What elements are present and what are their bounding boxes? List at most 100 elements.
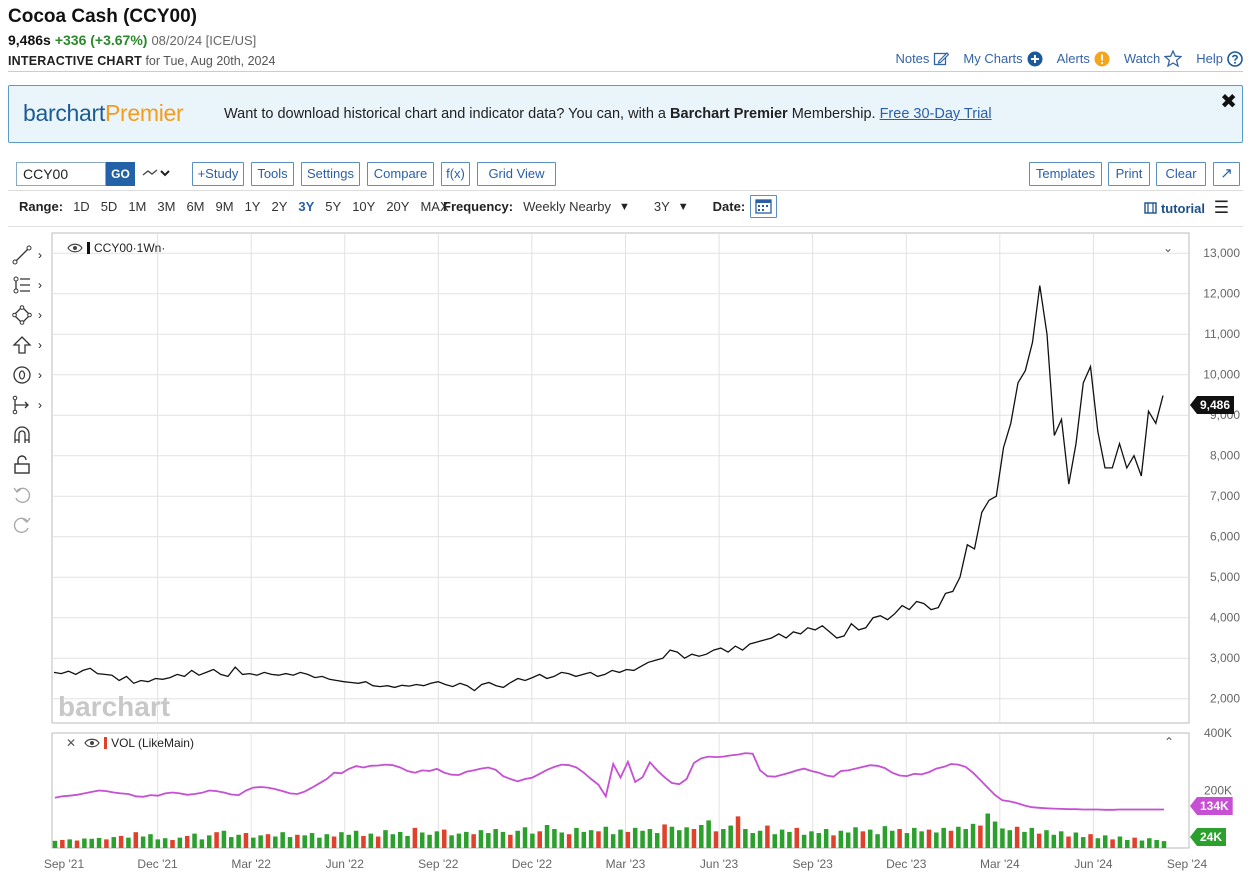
symbol-input[interactable]: CCY00 [16,162,106,186]
annotation-tool[interactable]: › [12,363,50,387]
frequency-value[interactable]: Weekly Nearby [523,199,611,214]
range-button[interactable]: 6M [186,199,205,214]
volume-bar [603,826,609,848]
range-button[interactable]: 3Y [298,199,315,214]
collapse-volume-icon[interactable]: ⌃ [1164,735,1175,749]
eye-icon[interactable] [67,243,83,253]
volume-bar [889,830,895,848]
volume-bar [60,839,65,848]
period-value[interactable]: 3Y [653,199,670,214]
chart-type-dropdown[interactable] [142,166,172,183]
chevron-right-icon[interactable]: › [38,248,42,262]
range-button[interactable]: 2Y [271,199,288,214]
volume-bar [295,834,300,848]
volume-bar [948,830,954,848]
settings-button[interactable]: Settings [301,162,360,186]
watch-link[interactable]: Watch [1124,50,1183,67]
clear-button[interactable]: Clear [1156,162,1206,186]
undo-tool[interactable] [12,483,50,507]
trendline-tool[interactable]: › [12,243,50,267]
last-price: 9,486s [8,32,51,48]
expand-icon[interactable]: ↗ [1213,162,1240,186]
volume-bar [441,829,447,848]
volume-bar [574,827,579,848]
range-button[interactable]: 9M [215,199,234,214]
series-color-swatch [87,242,90,254]
volume-bar [1080,837,1086,848]
chevron-down-icon[interactable]: ▼ [618,200,630,213]
x-tick-label: Sep '21 [44,857,85,871]
alerts-link[interactable]: Alerts [1057,50,1110,67]
volume-bar [632,827,638,848]
date-picker-button[interactable] [750,195,777,218]
lock-tool[interactable] [12,453,50,477]
close-icon[interactable]: ✖ [1220,91,1237,113]
volume-bar [713,831,719,848]
volume-bar [427,834,432,848]
arrow-tool[interactable]: › [12,333,50,357]
redo-tool[interactable] [12,513,50,537]
chevron-right-icon[interactable]: › [38,308,42,322]
chevron-right-icon[interactable]: › [38,278,42,292]
tutorial-link[interactable]: tutorial [1144,201,1205,216]
toolbar-divider [8,190,1243,191]
volume-bar [640,830,645,848]
volume-bar [1066,836,1071,848]
study-button[interactable]: +Study [192,162,244,186]
close-icon[interactable]: ✕ [66,736,77,750]
templates-button[interactable]: Templates [1029,162,1102,186]
volume-bar [596,831,601,848]
hamburger-icon[interactable]: ☰ [1213,198,1229,217]
notes-link[interactable]: Notes [895,50,950,67]
grid-view-button[interactable]: Grid View [477,162,556,186]
collapse-price-icon[interactable]: ⌄ [1163,241,1174,255]
volume-bar [229,837,234,848]
range-button[interactable]: 1D [73,199,90,214]
range-button[interactable]: 20Y [386,199,410,214]
free-trial-link[interactable]: Free 30-Day Trial [879,106,992,122]
shapes-tool[interactable]: › [12,303,50,327]
chevron-right-icon[interactable]: › [38,368,42,382]
trendline-icon [12,245,32,265]
range-button[interactable]: 3M [157,199,176,214]
volume-bar [1139,840,1145,848]
go-button[interactable]: GO [106,162,135,186]
range-button[interactable]: 5D [100,199,118,214]
range-button[interactable]: 10Y [352,199,376,214]
range-button[interactable]: 1M [128,199,147,214]
volume-bar [559,832,565,848]
volume-bar [926,829,932,848]
print-button[interactable]: Print [1108,162,1150,186]
volume-bar [368,833,374,848]
volume-bar [956,826,961,848]
fibonacci-tool[interactable]: › [12,273,50,297]
chevron-right-icon[interactable]: › [38,398,42,412]
measure-tool[interactable]: › [12,393,50,417]
compare-button[interactable]: Compare [367,162,434,186]
x-tick-label: Dec '21 [137,857,178,871]
volume-bar [243,833,249,848]
volume-bar [677,830,682,848]
range-button[interactable]: MAX [420,199,449,214]
volume-bar [1036,833,1042,848]
chevron-right-icon[interactable]: › [38,338,42,352]
eye-icon[interactable] [84,738,100,748]
tools-button[interactable]: Tools [251,162,294,186]
volume-avg-badge: 134K [1190,797,1233,815]
plus-circle-icon [1027,51,1043,66]
range-button[interactable]: 1Y [244,199,261,214]
volume-bar [934,832,939,848]
range-button[interactable]: 5Y [325,199,342,214]
magnet-tool[interactable] [12,423,50,447]
volume-bar [346,834,352,848]
help-link[interactable]: Help [1196,50,1243,67]
chevron-down-icon[interactable]: ▼ [677,200,689,213]
price-pane-frame [51,232,1190,724]
fx-button[interactable]: f(x) [441,162,470,186]
notes-label: Notes [895,51,930,66]
volume-bar [765,825,770,848]
volume-bar [221,830,227,848]
measure-icon [12,395,29,415]
my-charts-link[interactable]: My Charts [963,50,1043,67]
